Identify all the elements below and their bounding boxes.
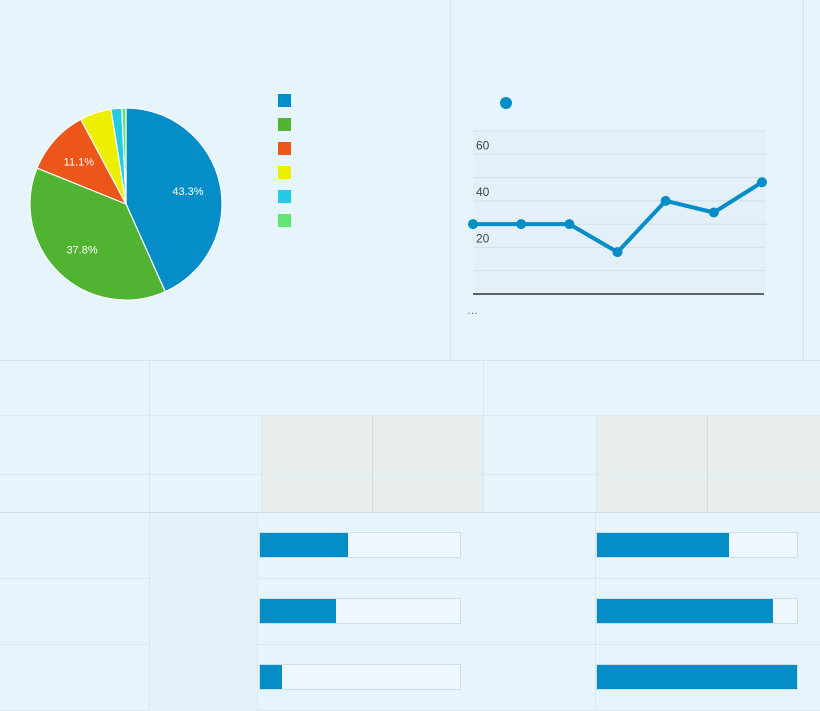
table-header-cell xyxy=(0,361,150,416)
table-subheader-cell xyxy=(597,416,708,513)
table-divider xyxy=(0,512,820,513)
legend-swatch[interactable] xyxy=(278,166,291,179)
x-tick-label: … xyxy=(467,305,478,317)
pie-slice-label: 11.1% xyxy=(64,157,95,169)
table-cell xyxy=(484,645,596,711)
bar-track xyxy=(596,532,798,558)
table-header-group-2 xyxy=(484,361,820,416)
pie-slice[interactable] xyxy=(29,167,167,301)
bar-track xyxy=(596,664,798,690)
legend-swatch[interactable] xyxy=(278,190,291,203)
table-cell xyxy=(0,579,150,645)
pie-legend xyxy=(278,94,291,238)
table-cell xyxy=(0,645,150,711)
next-chart-panel-edge xyxy=(804,0,820,361)
bar-track xyxy=(259,532,461,558)
pie-chart: 43.3% 37.8% 11.1% xyxy=(29,107,223,301)
pie-slice-label: 37.8% xyxy=(66,245,97,257)
table-cell xyxy=(150,579,258,645)
bar-track xyxy=(259,664,461,690)
bar-track xyxy=(259,598,461,624)
legend-swatch[interactable] xyxy=(278,142,291,155)
data-point[interactable] xyxy=(660,195,671,206)
y-tick-label: 20 xyxy=(476,231,490,245)
bar[interactable] xyxy=(597,533,729,557)
pie-slice[interactable] xyxy=(121,107,127,205)
bar[interactable] xyxy=(597,665,797,689)
line-chart-panel: 60 40 20 … xyxy=(451,0,804,361)
bar[interactable] xyxy=(260,599,336,623)
y-tick-label: 40 xyxy=(476,185,490,199)
bar[interactable] xyxy=(260,665,282,689)
legend-swatch[interactable] xyxy=(278,118,291,131)
data-point[interactable] xyxy=(757,177,767,188)
bar[interactable] xyxy=(597,599,773,623)
bar[interactable] xyxy=(260,533,348,557)
table-cell xyxy=(150,645,258,711)
table-row[interactable] xyxy=(0,513,820,579)
table-subheader-cell xyxy=(150,416,262,513)
data-point[interactable] xyxy=(516,219,527,230)
data-table xyxy=(0,361,820,711)
table-cell xyxy=(0,513,150,579)
plot-area xyxy=(473,131,766,294)
line-chart: 60 40 20 … xyxy=(467,97,767,317)
table-subheader-cell xyxy=(373,416,484,513)
table-divider xyxy=(0,474,820,475)
table-subheader-cell xyxy=(262,416,373,513)
legend-swatch[interactable] xyxy=(278,94,291,107)
legend-marker[interactable] xyxy=(500,97,512,109)
data-point[interactable] xyxy=(468,219,478,230)
table-subheader-cell xyxy=(708,416,820,513)
pie-slice[interactable] xyxy=(125,107,223,293)
pie-slice-label: 43.3% xyxy=(172,186,203,198)
pie-chart-panel: 43.3% 37.8% 11.1% xyxy=(0,0,451,361)
bar-track xyxy=(596,598,798,624)
table-subheader-cell xyxy=(484,416,597,513)
table-cell xyxy=(484,513,596,579)
data-point[interactable] xyxy=(612,247,623,258)
table-subheader-cell xyxy=(0,416,150,513)
table-cell xyxy=(484,579,596,645)
data-point[interactable] xyxy=(564,219,575,230)
legend-swatch[interactable] xyxy=(278,214,291,227)
pie-slice[interactable] xyxy=(36,118,128,206)
data-point[interactable] xyxy=(708,207,719,218)
table-row[interactable] xyxy=(0,579,820,645)
table-header-group-1 xyxy=(150,361,484,416)
table-cell xyxy=(150,513,258,579)
y-tick-label: 60 xyxy=(476,138,490,152)
